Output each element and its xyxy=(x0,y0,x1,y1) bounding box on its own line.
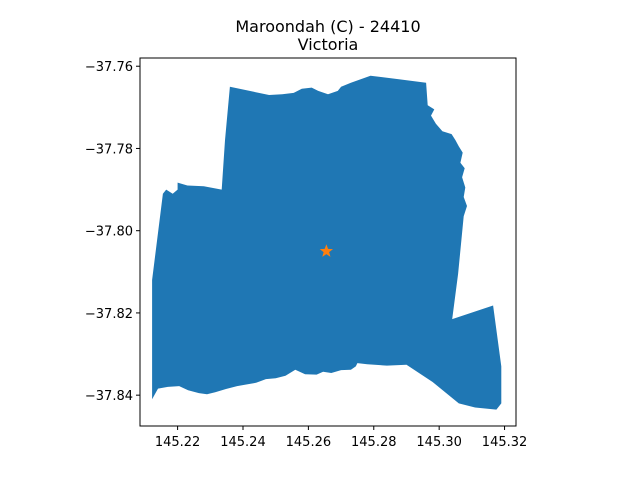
x-tick-label: 145.32 xyxy=(482,435,528,450)
centroid-star-marker xyxy=(319,244,334,257)
x-tick-label: 145.26 xyxy=(286,435,332,450)
map-subtitle: Victoria xyxy=(298,35,359,54)
y-axis: −37.76 −37.78 −37.80 −37.82 −37.84 xyxy=(85,60,140,404)
axes-frame xyxy=(139,57,517,427)
y-tick-label: −37.78 xyxy=(85,142,133,157)
y-tick-label: −37.76 xyxy=(85,60,133,75)
x-tick-label: 145.30 xyxy=(416,435,462,450)
y-tick-label: −37.80 xyxy=(85,225,133,240)
x-axis: 145.22 145.24 145.26 145.28 145.30 145.32 xyxy=(155,426,527,450)
plot-area xyxy=(139,57,517,427)
y-tick-label: −37.84 xyxy=(85,389,133,404)
map-title: Maroondah (C) - 24410 xyxy=(235,17,420,36)
region-boundary xyxy=(152,75,502,410)
y-tick-label: −37.82 xyxy=(85,307,133,322)
x-tick-label: 145.28 xyxy=(351,435,397,450)
x-tick-label: 145.22 xyxy=(155,435,201,450)
x-tick-label: 145.24 xyxy=(220,435,266,450)
